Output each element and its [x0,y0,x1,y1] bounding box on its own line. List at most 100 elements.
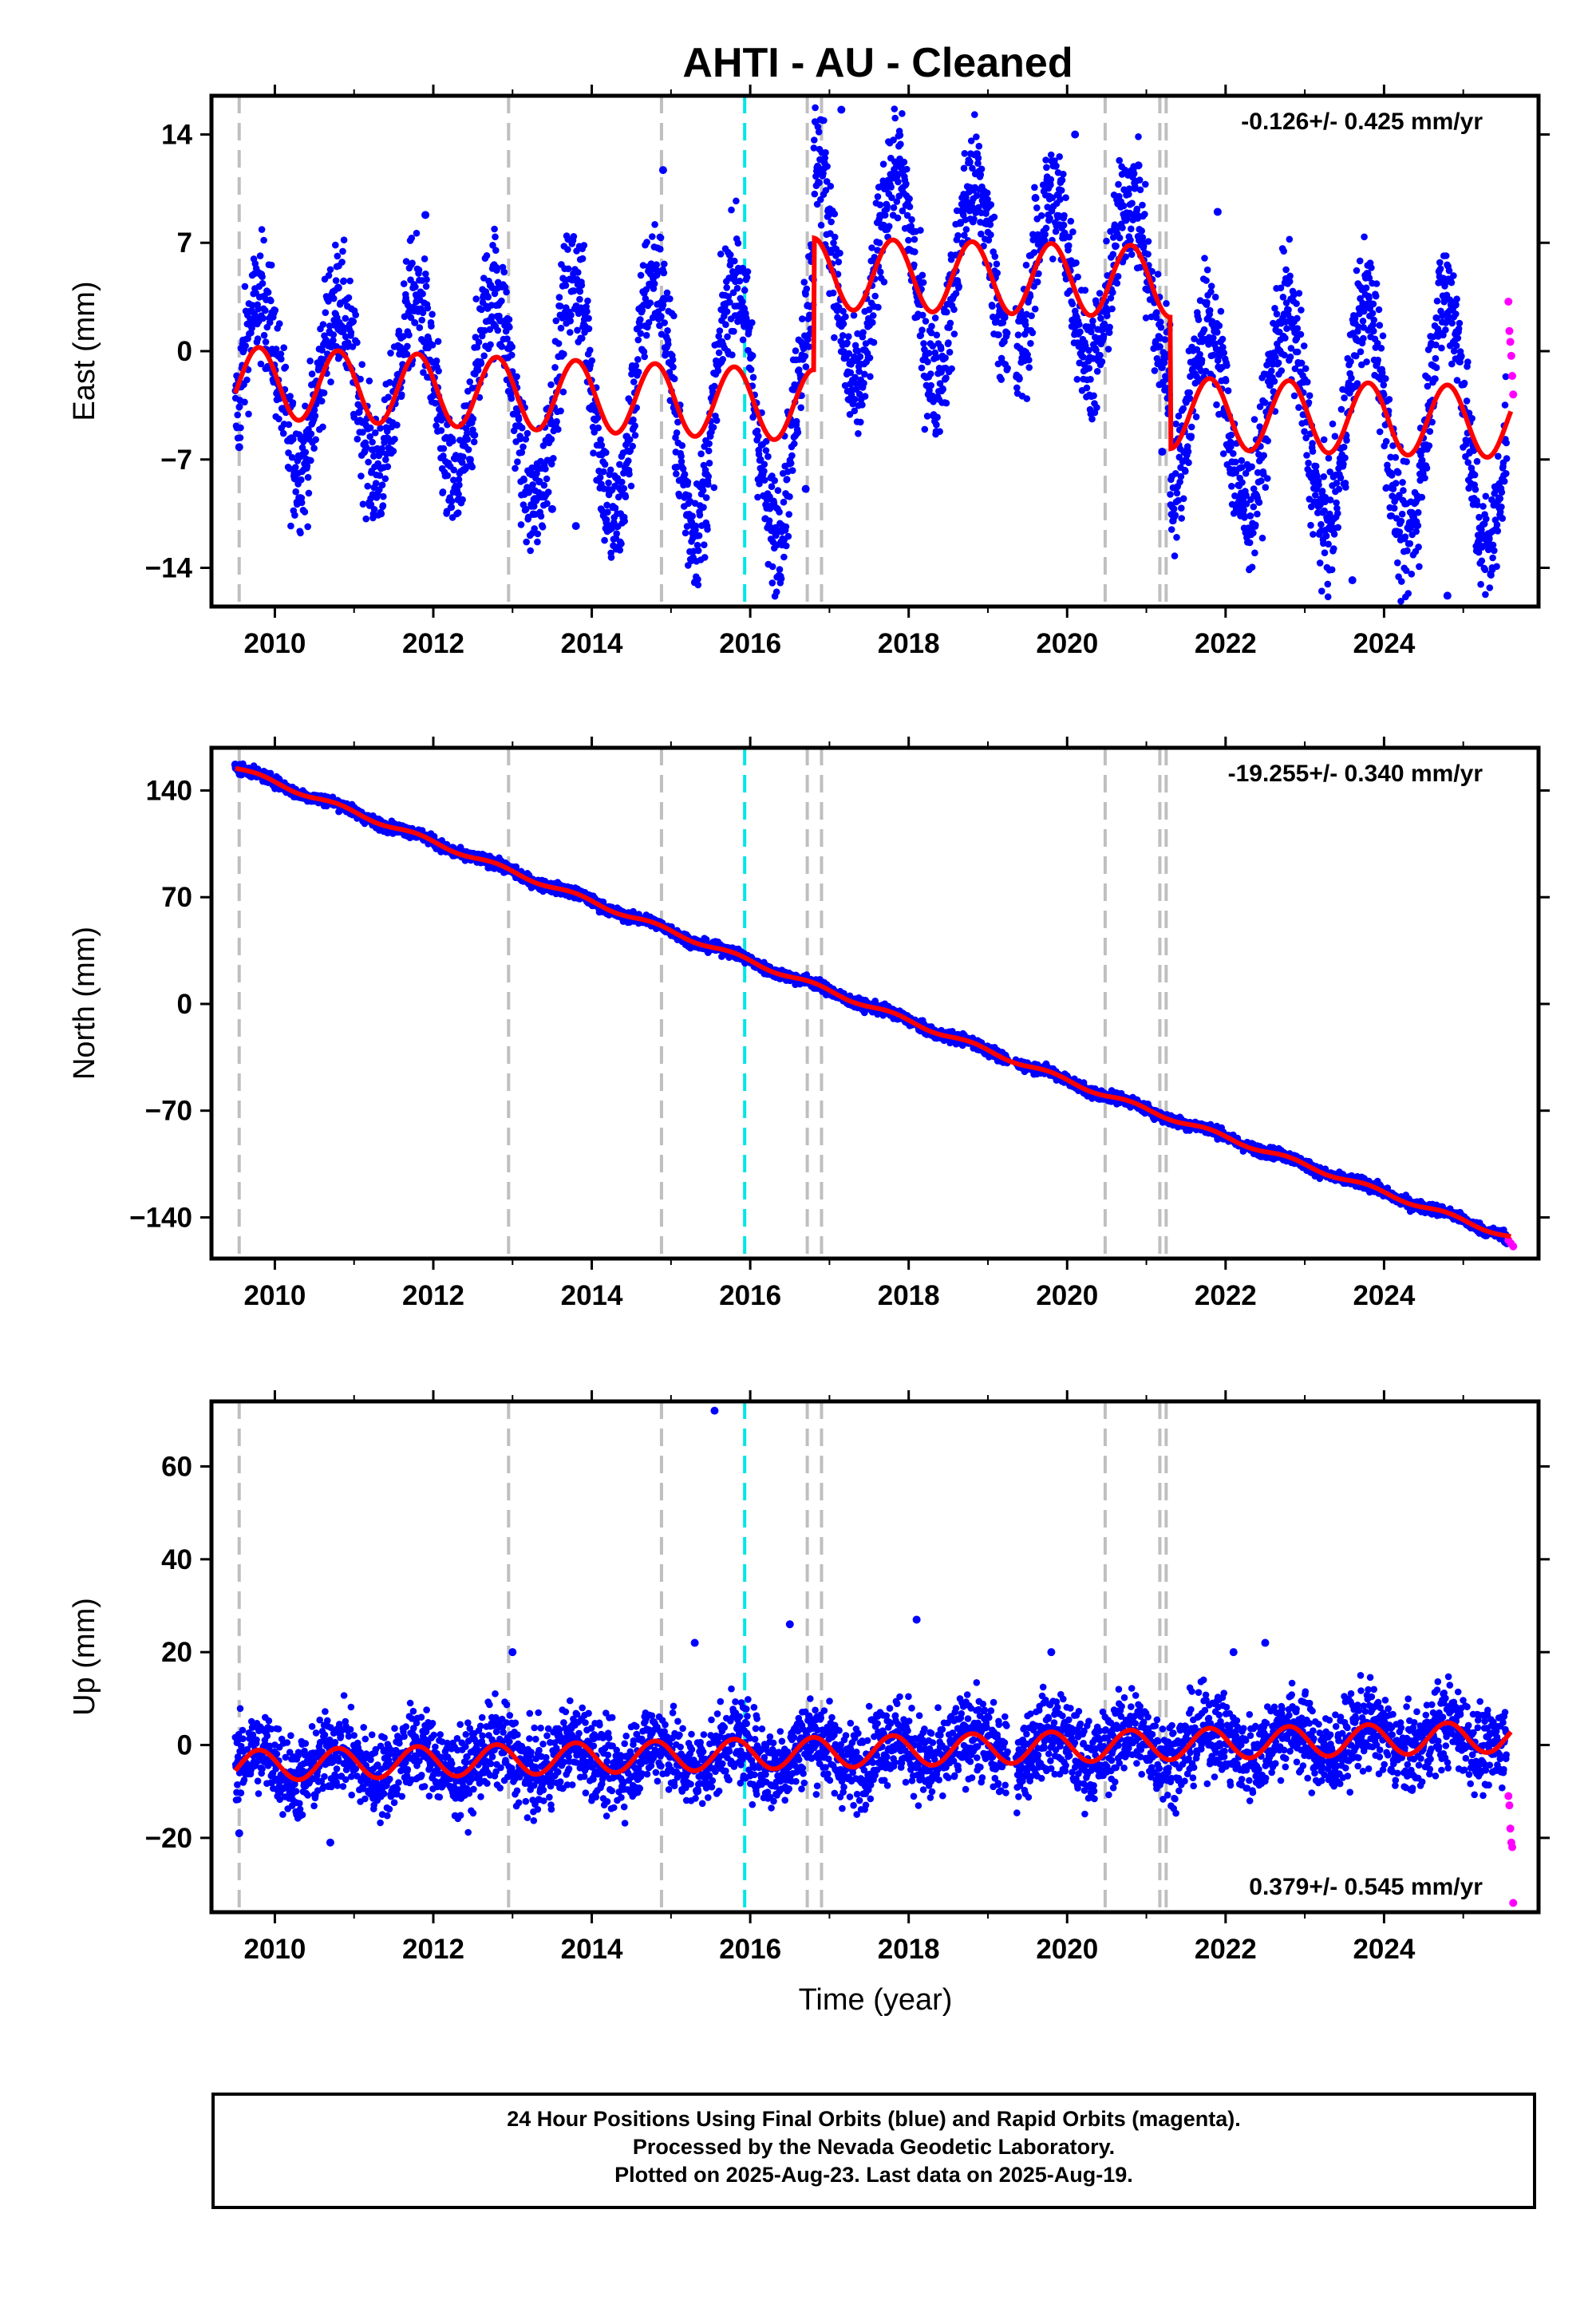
data-point [1290,392,1298,400]
data-point [1502,373,1510,381]
data-point [701,554,709,561]
data-point [768,579,776,587]
data-point [450,476,457,484]
data-point [236,434,244,441]
data-point [1080,354,1087,361]
data-point [845,333,852,341]
data-point [491,290,499,298]
data-point [503,288,510,296]
data-point [322,309,330,317]
data-point [1396,492,1403,499]
data-point [1424,374,1432,381]
data-point [1329,420,1337,428]
data-point [470,438,478,445]
data-point [1394,468,1402,476]
data-point [634,336,642,344]
data-point [1214,329,1221,336]
data-point [1073,376,1081,383]
data-point [1144,251,1152,258]
data-point [1363,358,1370,366]
data-point [377,425,384,432]
data-point [494,326,502,334]
data-point [285,421,293,429]
data-point [322,336,330,344]
data-point [1112,243,1120,250]
data-point [736,277,744,285]
data-point [1312,462,1320,470]
data-point [601,460,609,468]
data-point [755,451,763,458]
data-point [597,436,604,444]
data-point [338,259,346,266]
data-point [776,566,784,573]
data-point [1347,358,1354,366]
data-point [1365,275,1373,282]
data-point [733,197,740,205]
data-point [1013,384,1021,392]
data-point [534,538,541,546]
data-point [946,349,954,356]
data-point [505,316,513,323]
data-point [1081,287,1089,294]
data-point [256,252,264,259]
data-point [783,476,791,483]
data-point [995,331,1002,338]
data-point [413,229,421,237]
data-point [663,289,671,297]
data-point [960,164,968,172]
data-point [1186,389,1193,397]
data-point [1027,340,1034,347]
data-point [1424,382,1432,390]
data-point [955,283,962,290]
data-point [800,279,808,286]
data-point [933,354,941,362]
data-point [1368,264,1375,271]
data-point [657,234,665,242]
data-point [548,460,555,468]
data-point [817,196,824,204]
data-point [1498,503,1505,511]
data-point [908,215,915,223]
data-point [990,213,998,221]
data-point [724,333,731,341]
y-tick-label: −14 [145,553,193,584]
data-point [1295,290,1303,297]
outlier-point [334,283,342,292]
rapid-orbit-point [1504,297,1513,306]
data-point [500,268,508,276]
data-point [641,353,648,361]
data-point [918,326,926,334]
data-point [492,247,500,255]
data-point [1286,353,1294,361]
data-point [642,295,650,302]
data-point [1314,509,1321,516]
data-point [749,319,756,326]
data-point [1047,151,1055,159]
data-point [522,436,530,443]
data-point [320,389,328,397]
data-point [1184,448,1192,456]
data-point [1028,312,1035,320]
data-point [1033,204,1041,211]
data-point [1475,548,1483,556]
data-point [1464,459,1472,466]
data-point [1334,524,1341,532]
data-point [534,530,542,538]
data-point [288,453,296,461]
data-point [564,246,571,253]
data-point [1460,379,1468,387]
data-point [1294,314,1301,322]
data-point [891,114,899,122]
data-point [880,279,888,286]
data-point [933,421,940,429]
data-point [1404,547,1411,555]
data-point [472,295,480,302]
data-point [899,110,906,117]
data-point [359,500,367,508]
data-point [1175,413,1183,420]
data-point [580,242,588,249]
data-point [555,425,562,433]
data-point [1065,242,1073,250]
data-point [1066,287,1073,294]
data-point [1369,300,1377,308]
